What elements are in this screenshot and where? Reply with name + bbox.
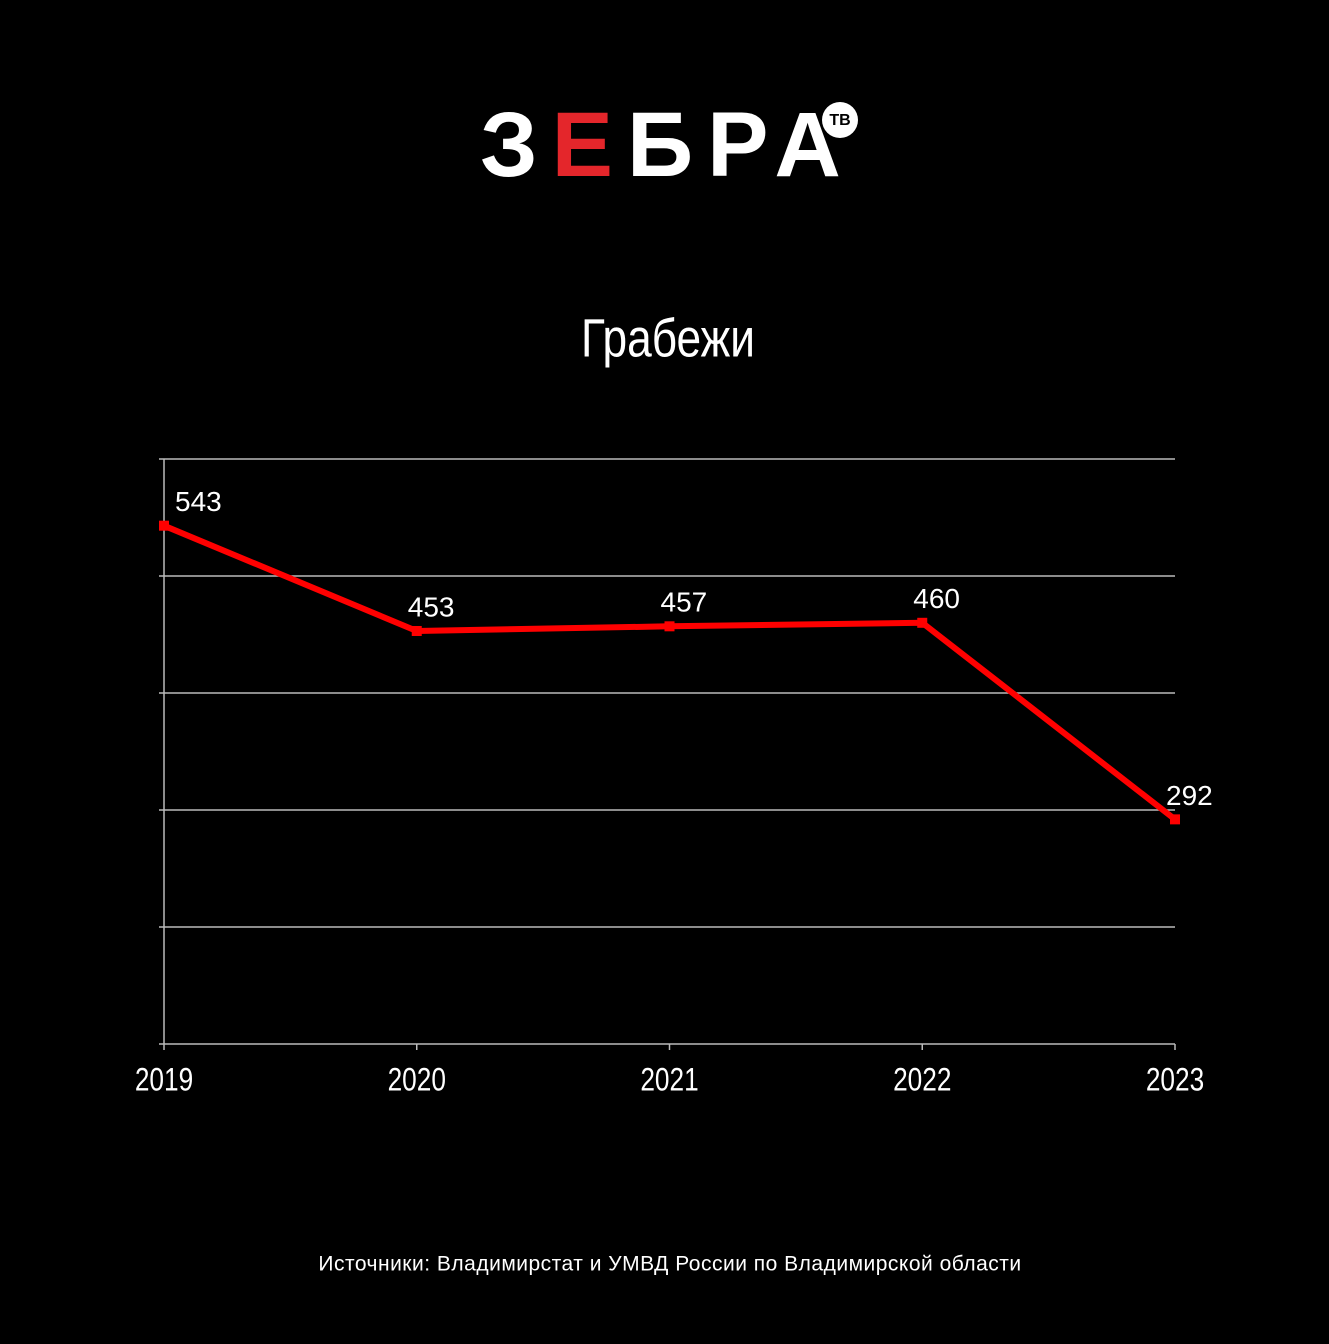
source-note: Источники: Владимирстат и УМВД России по…	[318, 1253, 1021, 1276]
x-tick-label: 2020	[388, 1063, 446, 1098]
data-label: 453	[408, 591, 455, 622]
logo-badge-text: ТВ	[829, 112, 850, 129]
data-label: 543	[175, 486, 222, 517]
logo-part: З	[480, 94, 552, 196]
point-marker	[917, 617, 928, 628]
chart-title: Грабежи	[581, 308, 755, 368]
x-tick-label: 2019	[135, 1063, 193, 1098]
point-marker	[1170, 814, 1180, 825]
x-tick-label: 2021	[640, 1063, 698, 1098]
logo-part: БРА	[627, 94, 855, 196]
logo-part: Е	[552, 94, 627, 196]
data-label: 457	[661, 587, 708, 618]
logo-badge	[822, 102, 858, 138]
data-label: 460	[913, 583, 960, 614]
point-marker	[159, 520, 169, 531]
point-marker	[664, 621, 675, 632]
data-label: 292	[1166, 780, 1213, 811]
x-tick-label: 2023	[1146, 1063, 1204, 1098]
x-tick-label: 2022	[893, 1063, 951, 1098]
point-marker	[411, 625, 422, 636]
logo: ЗЕБРА	[480, 94, 855, 196]
